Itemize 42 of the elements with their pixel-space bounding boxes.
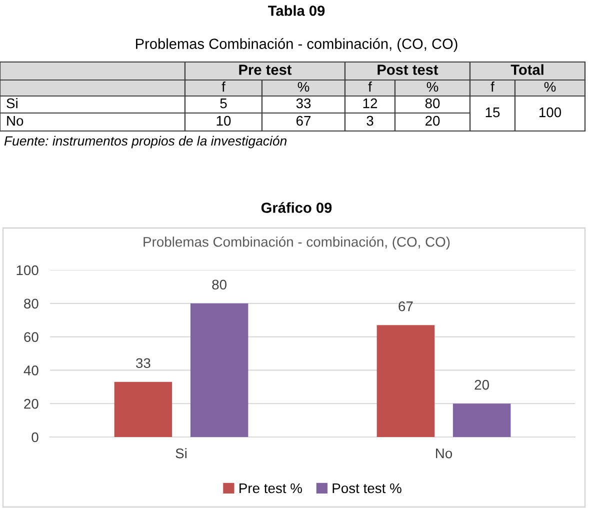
text: % [544,82,556,92]
bar [376,325,435,437]
text: Si [6,98,18,108]
text: Total [510,64,544,75]
text: Pre test [239,64,292,75]
data-label: 80 [212,280,226,290]
bar [190,303,248,437]
text: 67 [296,116,311,126]
bar [114,382,172,437]
legend-label: Post test % [332,483,402,494]
text: Post test [378,64,438,75]
text: % [426,82,438,92]
y-tick-label: 100 [16,265,38,276]
text: 10 [216,116,231,126]
text: Problemas Combinación - combinación, (CO, CO) [136,38,458,52]
y-tick-label: 60 [24,332,38,342]
y-tick-label: 20 [24,398,38,409]
text: 12 [363,98,378,108]
y-tick-label: 80 [24,298,38,309]
text: No [7,116,24,126]
y-tick-label: 40 [24,366,38,376]
chart-subtitle: Problemas Combinación - combinación, (CO, CO) [144,236,450,250]
text: 20 [425,116,440,126]
source-note: Fuente: instrumentos propios de la investigación [4,136,287,148]
text: Tabla 09 [268,5,325,16]
text: 33 [296,98,311,108]
data-label: 20 [474,380,489,390]
text: 5 [220,98,227,108]
legend-label: Pre test % [240,483,302,494]
data-label: 67 [398,301,413,312]
text: f [222,82,226,92]
data-label: 33 [136,358,150,368]
text: 100 [539,107,562,118]
text: f [490,82,494,92]
text: 80 [425,98,440,108]
chart-title: Gráfico 09 [261,202,332,213]
text: 15 [486,108,500,118]
text: % [298,82,310,92]
bar [452,404,511,437]
text: 3 [366,116,374,126]
text: f [368,82,372,92]
y-tick-label: 0 [32,432,38,442]
